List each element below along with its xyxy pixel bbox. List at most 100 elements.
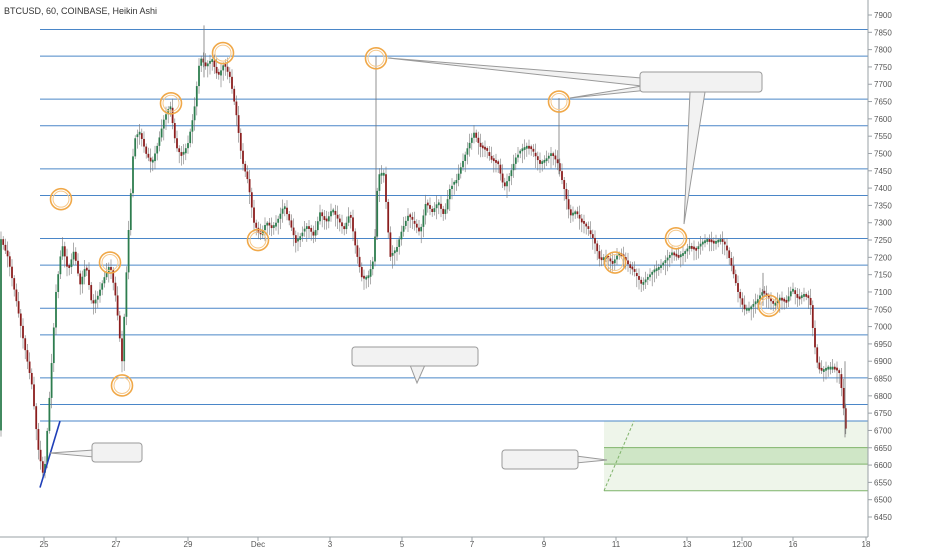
candle-body: [686, 248, 689, 252]
candle-body: [178, 148, 181, 153]
candle-body: [831, 366, 834, 370]
candle-body: [525, 145, 528, 149]
candle-body: [94, 299, 97, 304]
time-axis[interactable]: 25 27 29 Dec 3 5 7 9 11 13 12:00 16 18: [0, 536, 871, 549]
candle-body: [660, 265, 662, 268]
candle-body: [792, 288, 794, 292]
candle-body: [68, 265, 71, 268]
candle-body: [382, 172, 385, 176]
candle-body: [750, 306, 753, 310]
candle-body: [26, 350, 29, 362]
candle-body: [85, 267, 88, 271]
candle-body: [616, 255, 618, 260]
candle-body: [319, 212, 321, 222]
candle-body: [794, 290, 797, 295]
candle-body: [833, 366, 836, 370]
candle-body: [598, 251, 601, 259]
price-tick-label: 7850: [874, 28, 892, 37]
candle-body: [580, 218, 583, 223]
candle-body: [149, 157, 152, 162]
reaction-circle: [159, 91, 183, 115]
reaction-circle: [757, 294, 781, 318]
price-tick-label: 7900: [874, 11, 892, 20]
candle-body: [242, 150, 244, 164]
candle-body: [121, 338, 123, 362]
candle-body: [310, 227, 313, 232]
candle-body: [261, 230, 264, 236]
candle-body: [789, 291, 792, 297]
candle-body: [803, 294, 805, 297]
candle-body: [565, 189, 568, 200]
impulse-callout-box: [91, 442, 143, 463]
candle-body: [105, 272, 108, 278]
candle-body: [160, 128, 163, 138]
candle-body: [770, 298, 772, 302]
price-tick-label: 7050: [874, 305, 892, 314]
candle-body: [118, 315, 121, 339]
impulse-trend-line: [39, 420, 61, 488]
candle-body: [723, 241, 726, 245]
price-tick-label: 7150: [874, 271, 892, 280]
candle-body: [805, 294, 808, 297]
candle-body: [39, 449, 42, 462]
candle-body: [721, 239, 724, 242]
candle-body: [213, 60, 216, 67]
candle-body: [759, 295, 761, 300]
price-axis[interactable]: 6450 6500 6550 6600 6650 6700 6750 6800 6850 6900…: [867, 0, 892, 537]
reaction-circle-inner: [667, 229, 685, 247]
candle-body: [578, 214, 581, 219]
candle-body: [35, 406, 38, 430]
candle-body: [774, 302, 777, 306]
candle-body: [110, 267, 112, 271]
time-tick-label: 29: [184, 540, 193, 549]
candle-body: [618, 253, 621, 256]
candle-body: [719, 239, 722, 242]
candle-body: [811, 305, 814, 328]
candle-body: [642, 282, 645, 285]
candle-body: [756, 299, 759, 303]
candle-body: [305, 226, 308, 229]
candle-body: [171, 107, 174, 124]
candle-body: [534, 152, 537, 157]
candle-body: [336, 214, 339, 219]
candle-body: [41, 461, 44, 473]
candle-body: [644, 279, 647, 283]
candle-body: [46, 430, 49, 464]
candle-body: [712, 240, 715, 244]
candle-body: [468, 142, 471, 149]
candle-body: [33, 384, 35, 407]
time-tick-label: 16: [789, 540, 798, 549]
candle-body: [22, 325, 24, 339]
candle-body: [827, 366, 830, 370]
price-tick-label: 7300: [874, 219, 892, 228]
candle-body: [407, 215, 409, 221]
candle-body: [277, 218, 280, 223]
candle-body: [455, 180, 458, 184]
candle-body: [209, 60, 211, 64]
candle-body: [512, 163, 515, 171]
candle-body: [820, 367, 823, 371]
price-tick-label: 6700: [874, 426, 892, 435]
price-tick-label: 7350: [874, 201, 892, 210]
candle-body: [519, 150, 522, 154]
candle-body: [365, 276, 368, 280]
candle-body: [239, 132, 242, 151]
candle-body: [250, 192, 253, 208]
candle-body: [836, 367, 838, 371]
candle-body: [569, 209, 572, 216]
reaction-circle-inner: [162, 94, 180, 112]
candle-body: [591, 234, 594, 238]
candle-body: [437, 202, 440, 206]
candle-body: [818, 362, 821, 370]
candle-body: [162, 119, 165, 129]
candle-body: [48, 397, 51, 431]
candle-body: [664, 260, 667, 263]
candle-body: [545, 158, 548, 162]
candle-body: [147, 153, 150, 158]
candle-body: [752, 303, 755, 307]
candle-body: [440, 203, 442, 209]
candle-body: [354, 231, 357, 246]
candle-body: [387, 201, 390, 233]
candle-body: [356, 245, 359, 257]
